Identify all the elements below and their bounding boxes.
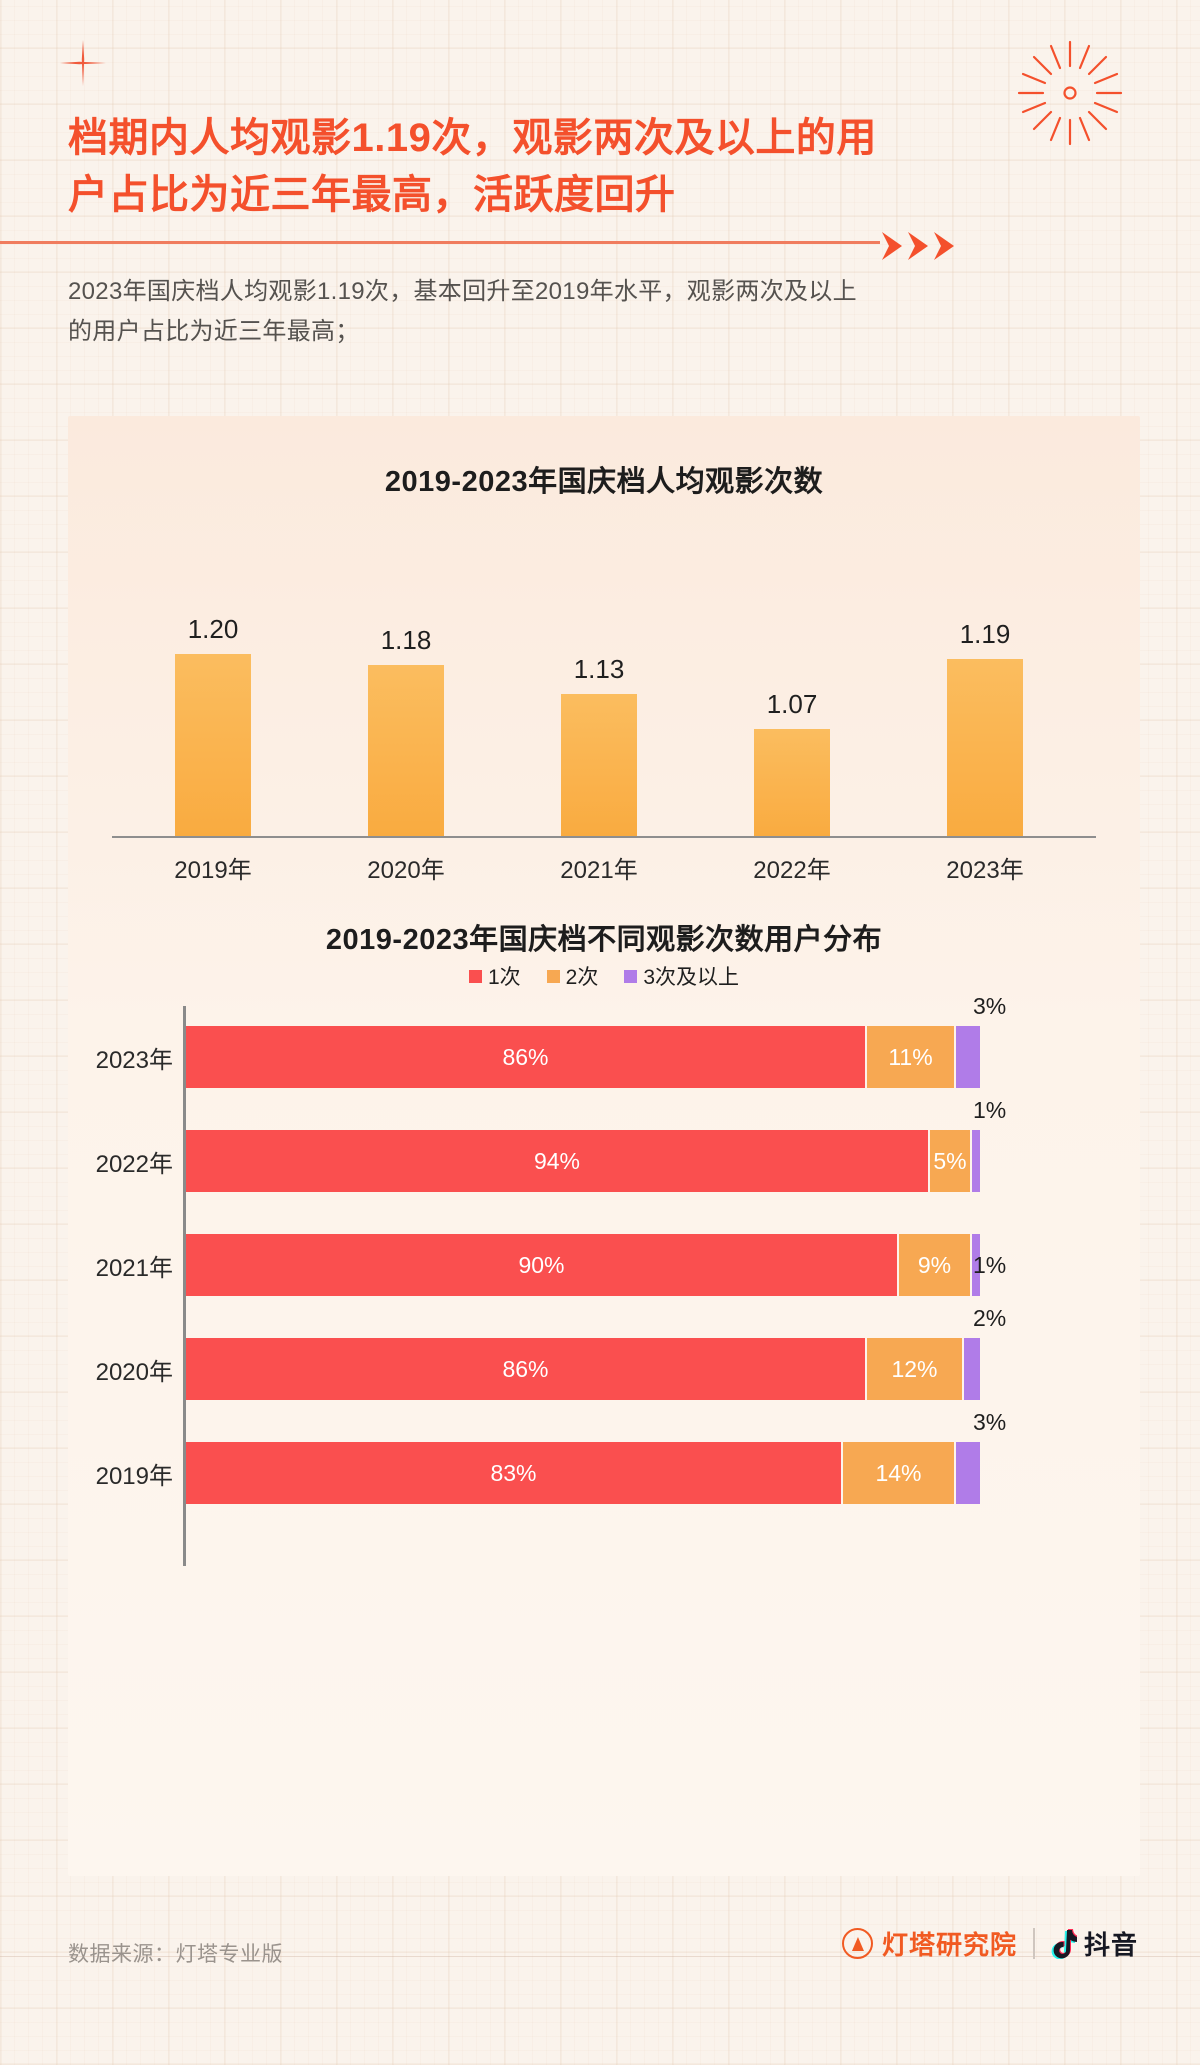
firework-icon bbox=[1017, 40, 1123, 146]
row-label: 2023年 bbox=[95, 1046, 173, 1074]
dengta-logo: 灯塔研究院 bbox=[841, 1925, 1017, 1962]
segment-2次: 9% bbox=[899, 1234, 970, 1296]
segment-2次: 11% bbox=[867, 1026, 954, 1088]
segment-1次: 86% bbox=[186, 1026, 865, 1088]
segment-3次及以上-label: 2% bbox=[973, 1305, 1007, 1331]
segment-1次: 94% bbox=[186, 1130, 928, 1192]
stacked-row-2022: 2022年 94% 5% 1% bbox=[96, 1097, 1006, 1192]
legend-label: 2次 bbox=[565, 966, 599, 989]
chart1-x-axis bbox=[112, 836, 1096, 838]
chart1-xtick: 2020年 bbox=[367, 857, 445, 884]
segment-1次: 83% bbox=[186, 1442, 841, 1504]
footer-divider bbox=[0, 1956, 1200, 1957]
row-label: 2019年 bbox=[95, 1462, 173, 1490]
row-label: 2022年 bbox=[95, 1150, 173, 1178]
segment-1次: 90% bbox=[186, 1234, 897, 1296]
legend-swatch-2次 bbox=[546, 969, 560, 983]
chart1-xtick: 2019年 bbox=[174, 857, 252, 884]
data-source-label: 数据来源：灯塔专业版 bbox=[68, 1943, 283, 1966]
segment-3次及以上-label: 3% bbox=[973, 993, 1007, 1019]
legend-label: 1次 bbox=[487, 966, 521, 989]
douyin-logo: 抖音 bbox=[1051, 1925, 1138, 1962]
douyin-logo-text: 抖音 bbox=[1083, 1930, 1138, 1960]
bar-2019 bbox=[175, 654, 251, 836]
segment-1次: 86% bbox=[186, 1338, 865, 1400]
legend-item-1: 1次 bbox=[468, 961, 521, 991]
viewing-frequency-stacked-chart: 2023年 86% 11% 3% 2022年 94% 5% 1% 2021年 9… bbox=[96, 993, 1006, 1566]
bar-column: 1.18 bbox=[368, 506, 444, 836]
legend-item-3: 3次及以上 bbox=[624, 961, 739, 991]
chart1-xtick: 2023年 bbox=[946, 857, 1024, 884]
chart1-xtick: 2021年 bbox=[560, 857, 638, 884]
bar-2021 bbox=[561, 694, 637, 836]
bar-2022 bbox=[754, 729, 830, 836]
segment-3次及以上-label: 3% bbox=[973, 1409, 1007, 1435]
triple-arrow-icon bbox=[882, 232, 954, 260]
bar-value-label: 1.13 bbox=[573, 654, 625, 684]
title-divider bbox=[0, 241, 880, 244]
page-title: 档期内人均观影1.19次，观影两次及以上的用户占比为近三年最高，活跃度回升 bbox=[68, 116, 877, 217]
charts-card: 2019-2023年国庆档人均观影次数 1.20 1.18 1.13 1.07 … bbox=[68, 416, 1140, 1876]
bar-2023 bbox=[947, 659, 1023, 836]
bar-value-label: 1.07 bbox=[766, 689, 818, 719]
chart1-title: 2019-2023年国庆档人均观影次数 bbox=[384, 466, 824, 498]
segment-3次及以上-label: 1% bbox=[973, 1252, 1007, 1278]
bar-column: 1.13 bbox=[561, 506, 637, 836]
bar-column: 1.07 bbox=[754, 506, 830, 836]
lighthouse-icon bbox=[841, 1928, 873, 1959]
chart2-y-axis bbox=[183, 1006, 186, 1566]
segment-3次及以上 bbox=[956, 1442, 980, 1504]
chart1-xtick: 2022年 bbox=[753, 857, 831, 884]
legend-swatch-3次及以上 bbox=[624, 969, 638, 983]
bar-column: 1.20 bbox=[175, 506, 251, 836]
logo-separator bbox=[1032, 1928, 1035, 1959]
legend-item-2: 2次 bbox=[546, 961, 599, 991]
page-subtitle: 2023年国庆档人均观影1.19次，基本回升至2019年水平，观影两次及以上的用… bbox=[68, 278, 857, 345]
chart2-legend: 1次 2次 3次及以上 bbox=[68, 961, 1140, 991]
stacked-row-2021: 2021年 90% 9% 1% bbox=[96, 1234, 1006, 1296]
segment-3次及以上-label: 1% bbox=[973, 1097, 1007, 1123]
bar-value-label: 1.18 bbox=[380, 625, 432, 655]
segment-2次: 12% bbox=[867, 1338, 962, 1400]
row-label: 2020年 bbox=[95, 1358, 173, 1386]
segment-3次及以上 bbox=[956, 1026, 980, 1088]
segment-3次及以上 bbox=[972, 1234, 980, 1296]
bar-value-label: 1.20 bbox=[187, 614, 239, 644]
segment-2次: 5% bbox=[930, 1130, 970, 1192]
music-note-icon bbox=[1051, 1928, 1078, 1959]
stacked-row-2023: 2023年 86% 11% 3% bbox=[96, 993, 1006, 1088]
row-label: 2021年 bbox=[95, 1254, 173, 1282]
stacked-row-2019: 2019年 83% 14% 3% bbox=[96, 1409, 1006, 1504]
stacked-row-2020: 2020年 86% 12% 2% bbox=[96, 1305, 1006, 1400]
footer-logos: 灯塔研究院 抖音 bbox=[841, 1925, 1138, 1962]
legend-swatch-1次 bbox=[468, 969, 482, 983]
average-viewings-bar-chart: 1.20 1.18 1.13 1.07 1.19 bbox=[108, 506, 1100, 836]
bar-value-label: 1.19 bbox=[959, 619, 1011, 649]
bar-2020 bbox=[368, 665, 444, 836]
segment-2次: 14% bbox=[843, 1442, 954, 1504]
chart2-title: 2019-2023年国庆档不同观影次数用户分布 bbox=[325, 924, 883, 956]
segment-3次及以上 bbox=[964, 1338, 980, 1400]
dengta-logo-text: 灯塔研究院 bbox=[881, 1930, 1017, 1960]
sparkle-icon bbox=[60, 40, 106, 86]
legend-label: 3次及以上 bbox=[643, 966, 740, 989]
bar-column: 1.19 bbox=[947, 506, 1023, 836]
segment-3次及以上 bbox=[972, 1130, 980, 1192]
